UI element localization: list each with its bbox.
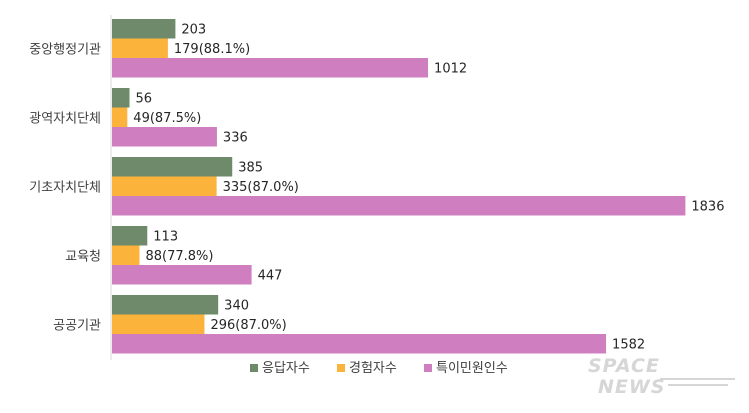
bar [112,245,140,265]
bar [112,127,217,147]
data-label: 447 [258,268,283,283]
watermark-line1: SPACE [588,355,660,377]
category-label: 중앙행정기관 [29,41,101,57]
bar [112,196,686,216]
data-label: 296(87.0%) [210,318,286,333]
bar [112,58,429,78]
legend-swatch [337,364,345,372]
bar [112,38,168,58]
data-label: 179(88.1%) [174,42,250,57]
bar [112,334,607,354]
bar [112,265,252,285]
bar [112,88,130,108]
legend-swatch [424,364,432,372]
data-label: 113 [153,229,178,244]
category-label: 기초자치단체 [29,180,101,195]
bar [112,107,128,127]
bar [112,176,217,196]
bar [112,295,219,315]
data-label: 385 [238,160,263,175]
data-label: 340 [224,298,249,313]
legend: 응답자수 경험자수 특이민원인수 [250,361,508,376]
data-labels-layer: 203 179(88.1%) 1012 56 49(87.5%) 336 385 335(87… [133,22,724,352]
category-label: 공공기관 [53,318,101,333]
bar [112,314,205,334]
data-label: 1012 [434,61,467,76]
data-label: 203 [181,22,206,37]
data-label: 336 [223,130,248,145]
legend-swatch [250,364,258,372]
legend-item-label: 응답자수 [262,361,310,376]
watermark-line2: NEWS [598,376,666,398]
legend-item-label: 특이민원인수 [436,361,508,376]
category-label: 광역자치단체 [29,111,101,126]
data-label: 49(87.5%) [133,111,201,126]
data-label: 88(77.8%) [145,249,213,264]
watermark-logo: SPACE NEWS [588,355,735,398]
bars-layer [112,19,686,354]
data-label: 335(87.0%) [223,180,299,195]
data-label: 1582 [612,337,645,352]
legend-item-label: 경험자수 [349,361,397,376]
bar [112,157,233,177]
category-label: 교육청 [65,249,101,264]
bar [112,226,148,246]
data-label: 56 [135,91,152,106]
data-label: 1836 [691,199,724,214]
bar [112,19,176,39]
